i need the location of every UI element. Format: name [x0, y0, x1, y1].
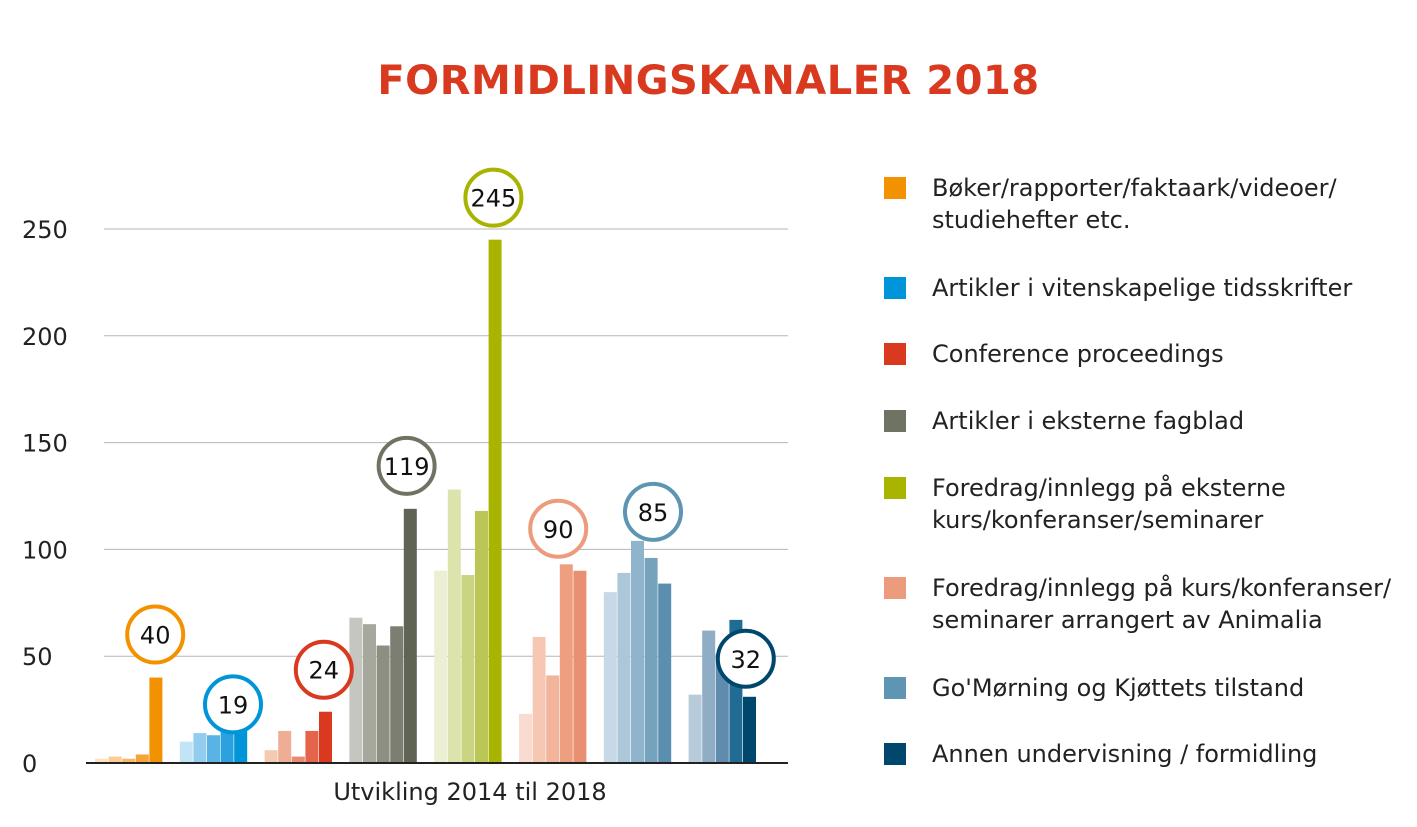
- legend-swatch: [884, 177, 906, 199]
- value-badge-circle: [376, 435, 437, 496]
- bar: [488, 239, 502, 763]
- value-badge-circle: [463, 167, 524, 228]
- bar: [434, 570, 448, 763]
- legend-item: Artikler i vitenskapelige tidsskrifter: [884, 272, 1352, 304]
- y-tick-label: 50: [22, 643, 53, 671]
- bars: [95, 239, 756, 763]
- legend-swatch: [884, 677, 906, 699]
- value-badge-label: 24: [309, 657, 340, 685]
- bar: [349, 617, 363, 763]
- bar: [390, 626, 404, 763]
- legend-item: Annen undervisning / formidling: [884, 738, 1317, 770]
- y-axis-ticks: 0 50 100 150 200 250: [22, 216, 68, 778]
- legend-label: Conference proceedings: [932, 340, 1224, 368]
- legend-label: Go'Mørning og Kjøttets tilstand: [932, 674, 1305, 702]
- bar: [179, 741, 193, 763]
- y-tick-label: 0: [22, 750, 37, 778]
- bar: [461, 575, 475, 763]
- bar: [319, 711, 332, 763]
- value-badge-circle: [293, 639, 354, 700]
- bar: [715, 654, 729, 763]
- bar: [475, 510, 488, 763]
- value-badge-label: 19: [218, 691, 249, 719]
- legend-swatch: [884, 577, 906, 599]
- bar: [603, 592, 617, 763]
- legend-label: Artikler i vitenskapelige tidsskrifter: [932, 274, 1353, 302]
- legend-item: Bøker/rapporter/faktaark/videoer/ studie…: [884, 172, 1337, 236]
- bar: [135, 754, 149, 763]
- y-tick-label: 200: [22, 323, 68, 351]
- bar: [559, 564, 573, 763]
- value-badge-circle: [203, 674, 263, 735]
- legend-item: Foredrag/innlegg på eksterne kurs/konfer…: [884, 472, 1286, 536]
- value-badge-label: 90: [543, 516, 574, 544]
- legend-swatch: [884, 343, 906, 365]
- y-tick-label: 100: [22, 536, 68, 564]
- bar: [264, 750, 278, 763]
- legend-item: Artikler i eksterne fagblad: [884, 405, 1244, 437]
- bar: [743, 696, 756, 763]
- legend-swatch: [884, 410, 906, 432]
- legend-label: Artikler i eksterne fagblad: [932, 407, 1245, 435]
- legend-item: Go'Mørning og Kjøttets tilstand: [884, 672, 1304, 704]
- bar: [108, 756, 122, 763]
- bar: [688, 694, 702, 763]
- y-tick-label: 150: [22, 430, 68, 458]
- bar: [519, 713, 532, 763]
- bar: [546, 675, 560, 763]
- legend-swatch: [884, 743, 906, 765]
- bar: [363, 624, 376, 763]
- value-badge-label: 245: [470, 185, 516, 213]
- value-badge-circle: [623, 481, 683, 542]
- x-axis-label: Utvikling 2014 til 2018: [333, 778, 607, 806]
- legend-item: Foredrag/innlegg på kurs/konferanser/ se…: [884, 572, 1391, 636]
- bar: [149, 677, 163, 763]
- value-badge-circle: [528, 498, 589, 559]
- bar: [193, 733, 207, 763]
- value-badge-label: 85: [638, 499, 669, 527]
- legend-swatch: [884, 477, 906, 499]
- legend-swatch: [884, 277, 906, 299]
- bar: [122, 758, 136, 763]
- legend-label: Bøker/rapporter/faktaark/videoer/ studie…: [932, 174, 1337, 234]
- legend-label: Annen undervisning / formidling: [932, 740, 1318, 768]
- bar: [376, 645, 390, 763]
- bar: [573, 570, 587, 763]
- bar: [291, 756, 305, 763]
- y-tick-label: 250: [22, 216, 68, 244]
- legend-label: Foredrag/innlegg på eksterne kurs/konfer…: [932, 474, 1286, 534]
- value-badges: 40 19 24 119 245 90 85 32: [125, 167, 776, 735]
- bar: [207, 735, 220, 763]
- bar: [305, 730, 319, 763]
- bar: [95, 758, 108, 763]
- value-badge-circle: [715, 628, 776, 689]
- bar: [447, 489, 461, 763]
- bar: [658, 583, 672, 763]
- bar: [631, 540, 644, 763]
- gridlines: [104, 228, 788, 657]
- legend-item: Conference proceedings: [884, 338, 1224, 370]
- value-badge-circle: [125, 604, 186, 665]
- chart-title: FORMIDLINGSKANALER 2018: [377, 58, 1040, 104]
- legend-label: Foredrag/innlegg på kurs/konferanser/ se…: [932, 574, 1392, 634]
- bar: [617, 572, 631, 763]
- bar: [702, 630, 716, 763]
- bar: [278, 730, 292, 763]
- bar: [532, 636, 546, 763]
- bar: [403, 508, 417, 763]
- value-badge-label: 119: [384, 453, 430, 481]
- value-badge-label: 40: [140, 622, 171, 650]
- bar: [644, 557, 658, 763]
- value-badge-label: 32: [731, 646, 762, 674]
